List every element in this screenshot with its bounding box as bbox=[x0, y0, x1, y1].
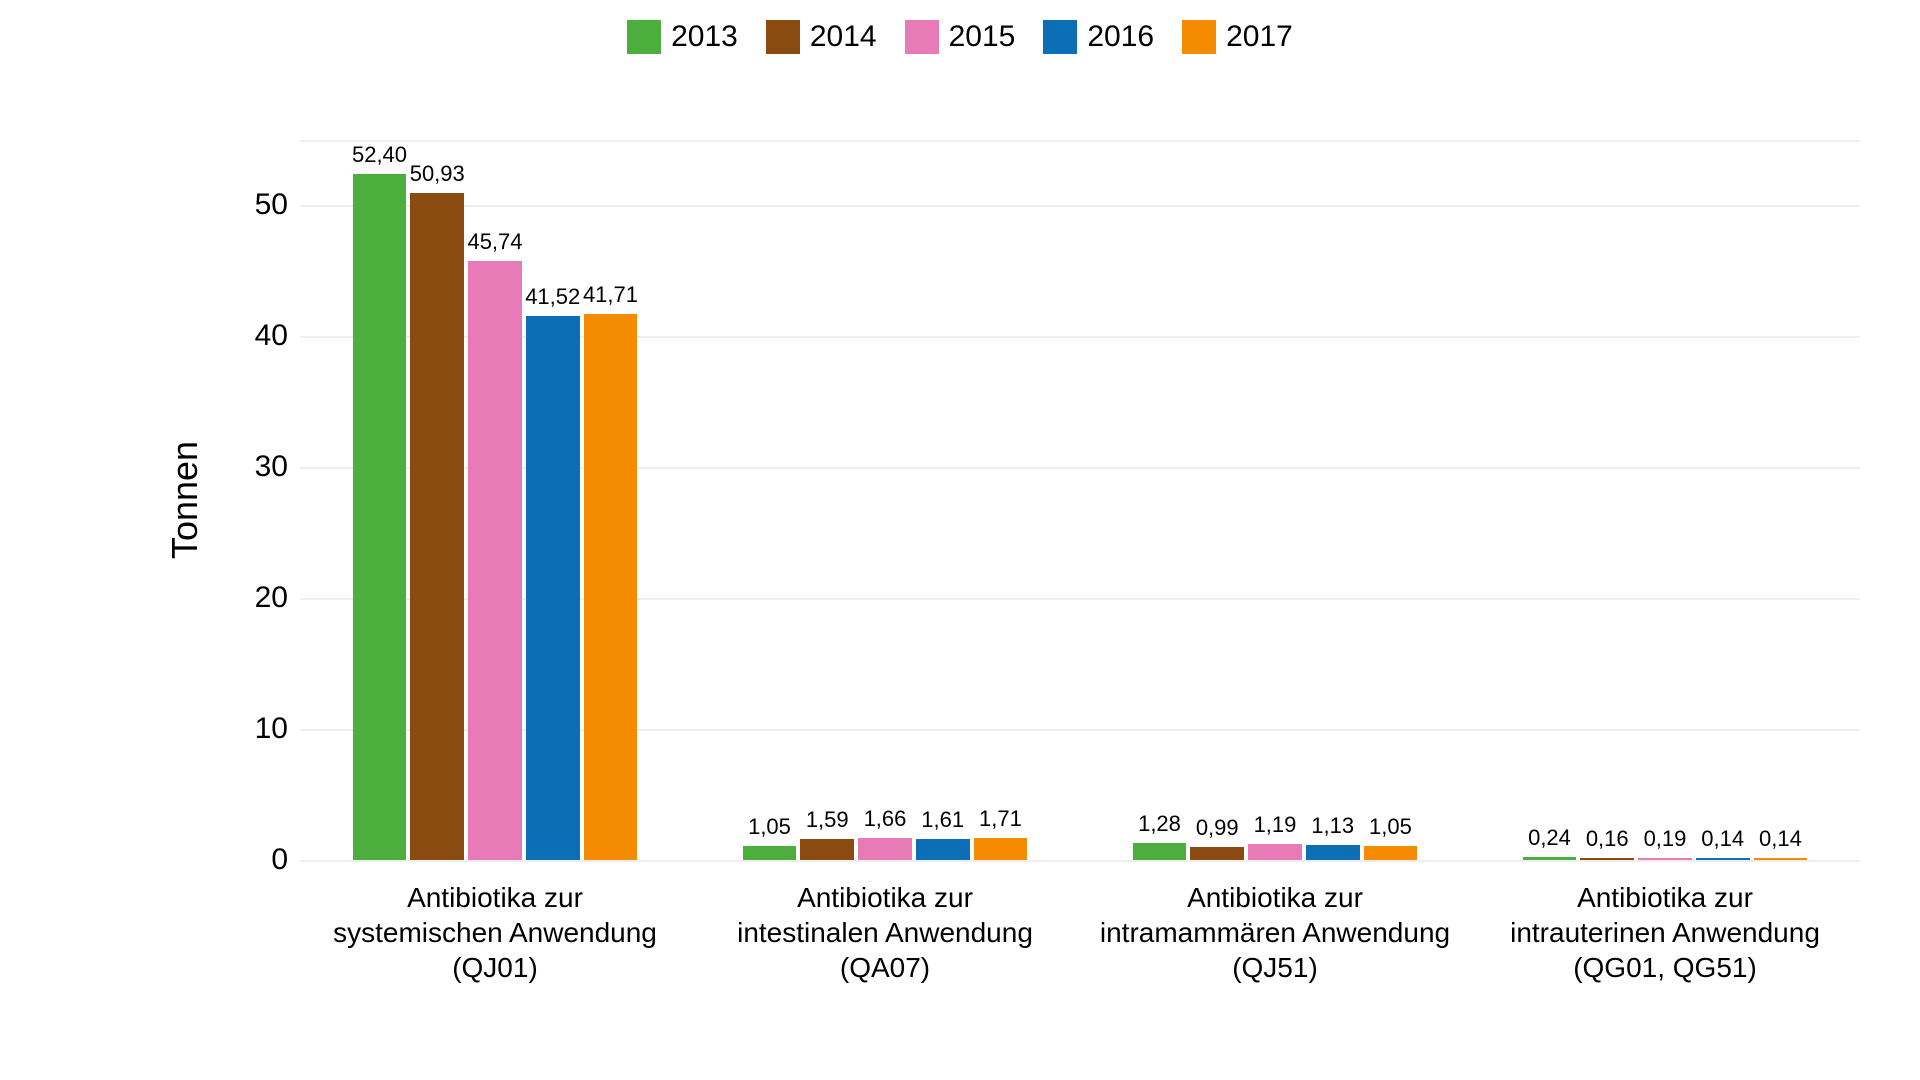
bar-value-label: 1,05 bbox=[1369, 814, 1412, 846]
x-category-label: Antibiotika zurintestinalen Anwendung(QA… bbox=[690, 880, 1080, 985]
bar: 45,74 bbox=[468, 261, 522, 860]
legend-swatch bbox=[627, 20, 661, 54]
x-category-label-line: (QG01, QG51) bbox=[1470, 950, 1860, 985]
bar: 41,52 bbox=[526, 316, 580, 860]
bar: 1,28 bbox=[1133, 843, 1187, 860]
bar: 0,16 bbox=[1580, 858, 1634, 860]
y-axis-title: Tonnen bbox=[164, 441, 206, 559]
y-tick-label: 40 bbox=[238, 319, 288, 353]
x-category-label-line: Antibiotika zur bbox=[1470, 880, 1860, 915]
legend-item: 2015 bbox=[905, 20, 1016, 54]
x-category-label-line: (QA07) bbox=[690, 950, 1080, 985]
legend-swatch bbox=[905, 20, 939, 54]
x-category-label-line: Antibiotika zur bbox=[1080, 880, 1470, 915]
bar-value-label: 50,93 bbox=[410, 161, 465, 193]
bar-value-label: 0,14 bbox=[1701, 826, 1744, 858]
x-category-label-line: intramammären Anwendung bbox=[1080, 915, 1470, 950]
bar: 1,59 bbox=[800, 839, 854, 860]
bar-value-label: 0,99 bbox=[1196, 815, 1239, 847]
bar: 1,19 bbox=[1248, 844, 1302, 860]
bar: 0,14 bbox=[1754, 858, 1808, 860]
bar-value-label: 1,05 bbox=[748, 814, 791, 846]
bar-value-label: 1,66 bbox=[864, 806, 907, 838]
bar: 1,13 bbox=[1306, 845, 1360, 860]
gridline bbox=[300, 205, 1860, 207]
x-category-label-line: Antibiotika zur bbox=[300, 880, 690, 915]
x-category-label-line: (QJ51) bbox=[1080, 950, 1470, 985]
legend-label: 2016 bbox=[1087, 20, 1154, 54]
bar: 0,14 bbox=[1696, 858, 1750, 860]
legend-item: 2014 bbox=[766, 20, 877, 54]
x-category-label-line: intestinalen Anwendung bbox=[690, 915, 1080, 950]
bar-value-label: 1,71 bbox=[979, 806, 1022, 838]
legend-item: 2016 bbox=[1043, 20, 1154, 54]
x-category-label-line: systemischen Anwendung bbox=[300, 915, 690, 950]
y-tick-label: 10 bbox=[238, 712, 288, 746]
bar-value-label: 41,52 bbox=[525, 284, 580, 316]
bar-value-label: 52,40 bbox=[352, 142, 407, 174]
bar: 1,61 bbox=[916, 839, 970, 860]
bar-value-label: 0,24 bbox=[1528, 825, 1571, 857]
x-category-label: Antibiotika zursystemischen Anwendung(QJ… bbox=[300, 880, 690, 985]
bar: 1,71 bbox=[974, 838, 1028, 860]
bar-value-label: 1,13 bbox=[1311, 813, 1354, 845]
legend-label: 2015 bbox=[949, 20, 1016, 54]
bar: 52,40 bbox=[353, 174, 407, 860]
x-category-label: Antibiotika zurintramammären Anwendung(Q… bbox=[1080, 880, 1470, 985]
bar-value-label: 1,59 bbox=[806, 807, 849, 839]
x-category-label-line: Antibiotika zur bbox=[690, 880, 1080, 915]
plot-area: 0102030405052,4050,9345,7441,5241,711,05… bbox=[300, 140, 1860, 860]
bar: 0,19 bbox=[1638, 858, 1692, 860]
legend-item: 2013 bbox=[627, 20, 738, 54]
bar-value-label: 1,28 bbox=[1138, 811, 1181, 843]
legend-item: 2017 bbox=[1182, 20, 1293, 54]
bar-value-label: 0,16 bbox=[1586, 826, 1629, 858]
legend-swatch bbox=[766, 20, 800, 54]
legend-label: 2014 bbox=[810, 20, 877, 54]
y-tick-label: 30 bbox=[238, 450, 288, 484]
bar-value-label: 0,19 bbox=[1644, 826, 1687, 858]
x-category-label: Antibiotika zurintrauterinen Anwendung(Q… bbox=[1470, 880, 1860, 985]
bar-value-label: 1,19 bbox=[1254, 812, 1297, 844]
y-tick-label: 50 bbox=[238, 188, 288, 222]
bar: 50,93 bbox=[410, 193, 464, 860]
bar: 41,71 bbox=[584, 314, 638, 860]
gridline bbox=[300, 860, 1860, 862]
legend-label: 2013 bbox=[671, 20, 738, 54]
x-category-label-line: intrauterinen Anwendung bbox=[1470, 915, 1860, 950]
chart-container: 2013 2014 2015 2016 2017 Tonnen 0 10 20 30 40 50 5… bbox=[0, 0, 1920, 1080]
legend-label: 2017 bbox=[1226, 20, 1293, 54]
x-category-label-line: (QJ01) bbox=[300, 950, 690, 985]
bar: 0,24 bbox=[1523, 857, 1577, 860]
y-tick-label: 20 bbox=[238, 581, 288, 615]
legend-swatch bbox=[1182, 20, 1216, 54]
bar-value-label: 41,71 bbox=[583, 282, 638, 314]
bar: 0,99 bbox=[1190, 847, 1244, 860]
bar-value-label: 45,74 bbox=[467, 229, 522, 261]
legend: 2013 2014 2015 2016 2017 bbox=[0, 20, 1920, 59]
legend-swatch bbox=[1043, 20, 1077, 54]
bar-value-label: 0,14 bbox=[1759, 826, 1802, 858]
y-tick-label: 0 bbox=[238, 843, 288, 877]
bar-value-label: 1,61 bbox=[921, 807, 964, 839]
bar: 1,66 bbox=[858, 838, 912, 860]
gridline bbox=[300, 140, 1860, 142]
bar: 1,05 bbox=[1364, 846, 1418, 860]
bar: 1,05 bbox=[743, 846, 797, 860]
